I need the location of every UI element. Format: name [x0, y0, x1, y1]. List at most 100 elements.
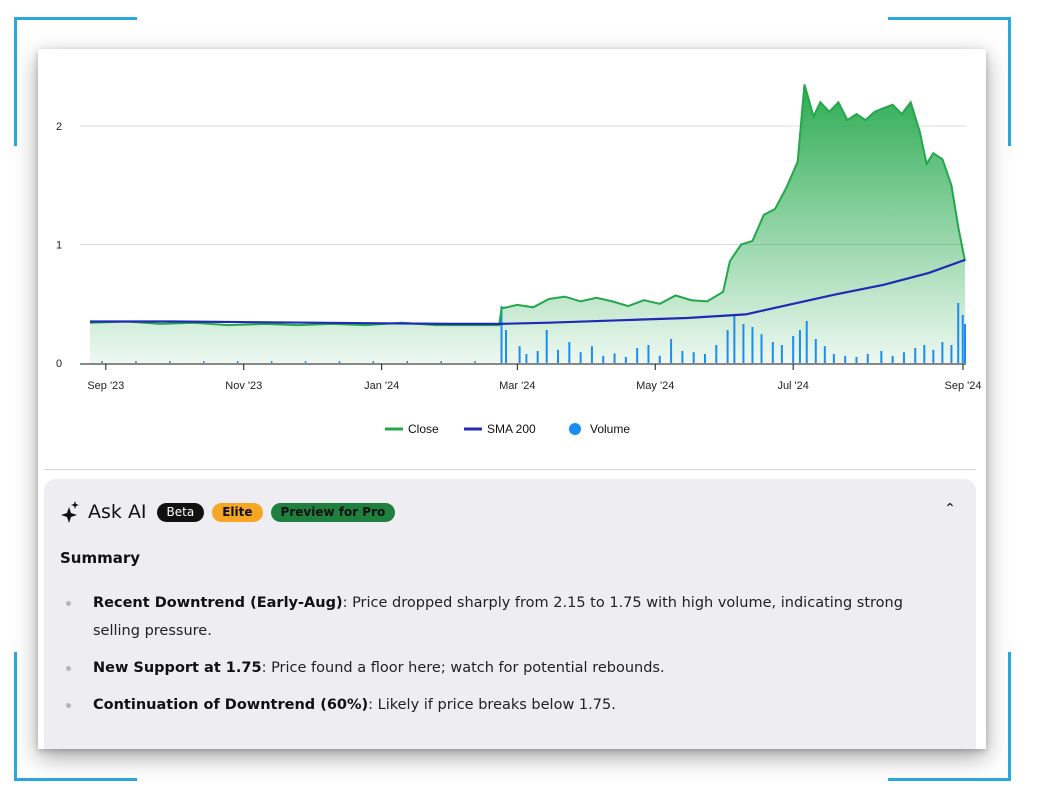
summary-list: Recent Downtrend (Early-Aug): Price drop…: [60, 589, 940, 728]
volume-bar: [932, 349, 935, 363]
volume-bar: [681, 351, 684, 363]
summary-item: Continuation of Downtrend (60%): Likely …: [60, 691, 940, 719]
volume-bar: [658, 355, 661, 363]
x-tick-label: Jul '24: [777, 380, 808, 392]
volume-bar: [602, 355, 605, 363]
summary-item-title: New Support at 1.75: [93, 660, 262, 676]
legend-label: Close: [408, 422, 439, 436]
elite-badge: Elite: [212, 502, 263, 522]
summary-item-text: : Price found a floor here; watch for po…: [261, 660, 665, 676]
ask-ai-title: Ask AI: [88, 501, 147, 523]
volume-bar: [823, 346, 826, 363]
volume-bar: [715, 345, 718, 363]
y-tick-label: 0: [56, 358, 62, 370]
volume-bar: [518, 346, 521, 363]
volume-bar: [236, 361, 239, 363]
volume-bar: [636, 348, 639, 363]
volume-bar: [505, 330, 508, 363]
summary-item: Recent Downtrend (Early-Aug): Price drop…: [60, 589, 940, 645]
volume-bar: [891, 355, 894, 363]
volume-bar: [760, 334, 763, 363]
volume-bar: [670, 339, 673, 363]
x-tick-label: May '24: [636, 380, 674, 392]
volume-bar: [742, 324, 745, 363]
volume-bar: [525, 354, 528, 363]
frame-corner-top-right: [888, 17, 1011, 146]
volume-bar: [568, 342, 571, 363]
volume-bar: [545, 330, 548, 363]
beta-badge: Beta: [156, 502, 205, 522]
frame-corner-top-left: [14, 17, 137, 146]
volume-bar: [880, 351, 883, 363]
y-tick-label: 1: [56, 240, 62, 252]
section-divider: [44, 469, 976, 470]
collapse-chevron-icon[interactable]: ⌃: [944, 501, 956, 517]
volume-bar: [440, 361, 442, 363]
volume-bar: [169, 361, 171, 363]
volume-bar: [961, 315, 964, 363]
x-tick-label: Sep '23: [87, 380, 124, 392]
summary-item-title: Continuation of Downtrend (60%): [93, 697, 369, 713]
price-chart[interactable]: 0 1 2 Sep '23 Nov '23 Jan '24 Mar '24 May '24 Ju…: [38, 49, 986, 469]
price-chart-svg: 0 1 2 Sep '23 Nov '23 Jan '24 Mar '24 May '24 Ju…: [56, 84, 982, 436]
volume-bar: [406, 361, 409, 363]
volume-bar: [536, 351, 539, 363]
volume-bar: [500, 306, 503, 363]
volume-bar: [579, 352, 582, 363]
volume-bar: [647, 345, 650, 363]
x-tick-label: Jan '24: [364, 380, 399, 392]
frame-corner-bottom-right: [888, 652, 1011, 781]
volume-bar: [780, 345, 783, 363]
summary-item-text: : Price dropped sharply from 2.15 to 1.7…: [93, 595, 903, 639]
sparkle-icon: [61, 501, 79, 523]
volume-bar: [798, 330, 801, 363]
volume-bar: [726, 330, 729, 363]
volume-bar: [135, 361, 137, 363]
volume-bar: [203, 361, 205, 363]
volume-bar: [101, 361, 103, 363]
summary-item-title: Recent Downtrend (Early-Aug): [93, 595, 343, 611]
x-tick-label: Sep '24: [945, 380, 982, 392]
close-area-fill: [90, 84, 965, 363]
volume-bar: [733, 315, 736, 363]
volume-bar: [950, 345, 953, 363]
volume-bar: [590, 346, 593, 363]
volume-bar: [855, 357, 858, 363]
volume-bar: [832, 354, 835, 363]
summary-item-text: : Likely if price breaks below 1.75.: [368, 697, 616, 713]
ask-ai-header: Ask AI Beta Elite Preview for Pro: [60, 497, 403, 527]
legend-swatch: [569, 423, 581, 435]
volume-bar: [270, 361, 273, 363]
volume-bar: [304, 361, 307, 363]
stock-chart-card: 0 1 2 Sep '23 Nov '23 Jan '24 Mar '24 May '24 Ju…: [38, 49, 986, 749]
legend-label: Volume: [590, 422, 630, 436]
preview-for-pro-badge: Preview for Pro: [270, 502, 396, 522]
volume-bar: [751, 327, 754, 363]
volume-bar: [866, 354, 869, 363]
volume-bar: [923, 345, 926, 363]
volume-bar: [338, 361, 341, 363]
y-tick-label: 2: [56, 121, 62, 133]
volume-bar: [372, 361, 375, 363]
volume-bar: [941, 342, 944, 363]
volume-bar: [557, 349, 560, 363]
summary-item: New Support at 1.75: Price found a floor…: [60, 654, 940, 682]
volume-bar: [805, 321, 808, 363]
summary-heading: Summary: [60, 549, 141, 567]
volume-bar: [814, 339, 817, 363]
volume-bar: [624, 357, 627, 363]
legend-label: SMA 200: [487, 422, 536, 436]
sma-200-line: [90, 258, 966, 325]
x-tick-label: Nov '23: [225, 380, 262, 392]
volume-bar: [844, 355, 847, 363]
volume-bar: [613, 353, 616, 363]
volume-bar: [792, 336, 795, 363]
volume-bar: [914, 348, 917, 363]
volume-bar: [692, 352, 695, 363]
volume-bar: [771, 342, 774, 363]
x-tick-label: Mar '24: [499, 380, 535, 392]
volume-bar: [474, 361, 476, 363]
volume-bar: [957, 303, 960, 363]
volume-bar: [964, 324, 966, 363]
frame-corner-bottom-left: [14, 652, 137, 781]
